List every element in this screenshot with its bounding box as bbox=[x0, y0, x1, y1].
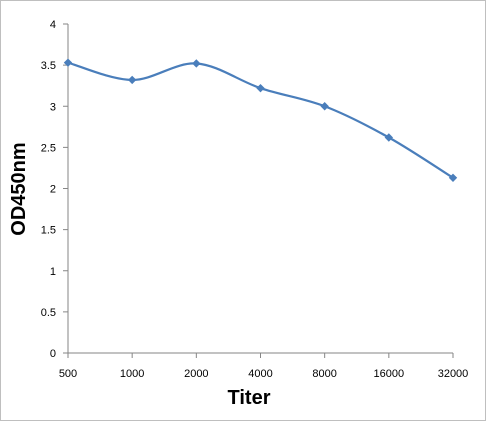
series-layer bbox=[63, 58, 458, 183]
x-axis-title: Titer bbox=[228, 387, 271, 409]
series-line bbox=[67, 61, 454, 179]
y-tick-label: 2.5 bbox=[41, 142, 56, 154]
x-tick-labels: 500 1000 2000 4000 8000 16000 32000 bbox=[59, 368, 468, 380]
y-tick-label: 0 bbox=[50, 348, 56, 360]
x-tick-label: 1000 bbox=[120, 368, 144, 380]
axes bbox=[63, 23, 454, 358]
x-tick-label: 16000 bbox=[374, 368, 405, 380]
y-tick-label: 1.5 bbox=[41, 225, 56, 237]
data-point-marker bbox=[448, 173, 458, 183]
data-point-marker bbox=[320, 102, 329, 111]
x-tick-label: 32000 bbox=[438, 368, 469, 380]
data-point-marker bbox=[192, 59, 201, 68]
y-tick-label: 4 bbox=[50, 19, 56, 31]
data-point-marker bbox=[63, 58, 73, 67]
y-tick-label: 1 bbox=[50, 266, 56, 278]
x-tick-label: 2000 bbox=[184, 368, 208, 380]
x-tick-label: 500 bbox=[59, 368, 77, 380]
data-point-marker bbox=[256, 83, 265, 93]
x-tick-label: 8000 bbox=[312, 368, 336, 380]
y-tick-label: 3 bbox=[50, 101, 56, 113]
x-tick-label: 4000 bbox=[248, 368, 272, 380]
y-tick-label: 2 bbox=[50, 184, 56, 196]
data-point-marker bbox=[384, 133, 394, 142]
data-point-marker bbox=[127, 75, 137, 85]
y-tick-labels: 0 0.5 1 1.5 2 2.5 3 3.5 4 bbox=[41, 19, 56, 360]
y-axis-title: OD450nm bbox=[8, 142, 30, 235]
y-tick-label: 3.5 bbox=[41, 60, 56, 72]
y-tick-label: 0.5 bbox=[41, 307, 56, 319]
